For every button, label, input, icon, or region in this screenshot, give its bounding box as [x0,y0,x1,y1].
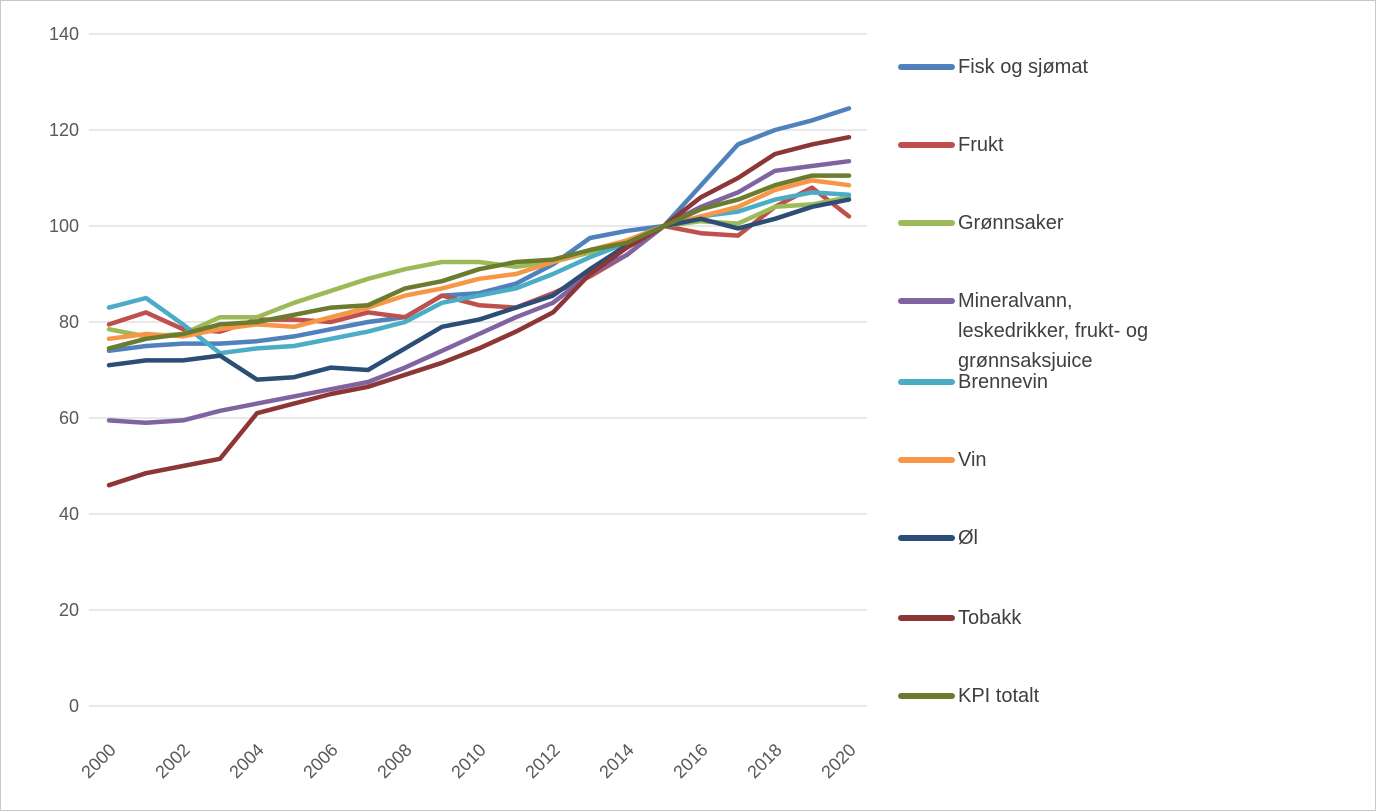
x-tick-label: 2020 [817,740,859,782]
legend-item-8: Tobakk [898,603,1188,633]
y-tick-label: 20 [59,600,79,620]
legend-item-2: Frukt [898,130,1188,160]
legend-swatch-icon [898,298,955,304]
gridlines [89,33,867,707]
series-line-frukt [106,185,852,334]
chart-legend: Fisk og sjømat Frukt Grønnsaker Mineralvann… [898,1,1198,810]
legend-item-7: Øl [898,523,1188,553]
y-tick-label: 60 [59,408,79,428]
legend-item-4: Mineralvann, leskedrikker, frukt- og grø… [898,286,1188,376]
legend-label: Tobakk [958,607,1022,629]
x-tick-label: 2004 [225,740,267,782]
legend-swatch-icon [898,615,955,621]
x-tick-label: 2014 [595,740,637,782]
series-line-grønnsaker [106,194,852,339]
series-line-øl [106,197,852,382]
series-line-vin [106,178,852,342]
x-tick-label: 2008 [373,740,415,782]
y-tick-label: 40 [59,504,79,524]
legend-item-1: Fisk og sjømat [898,52,1188,82]
legend-label: Fisk og sjømat [958,56,1089,78]
x-tick-label: 2012 [521,740,563,782]
legend-label: Mineralvann, leskedrikker, frukt- og grø… [958,290,1149,372]
series-line-fisk-og-sjømat [106,106,852,354]
legend-swatch-icon [898,64,955,70]
legend-item-3: Grønnsaker [898,208,1188,238]
legend-label: Grønnsaker [958,212,1064,234]
x-tick-label: 2016 [669,740,711,782]
y-tick-label: 140 [49,24,79,44]
legend-label: Øl [958,527,978,549]
legend-swatch-icon [898,535,955,541]
legend-item-6: Vin [898,445,1188,475]
x-tick-label: 2018 [743,740,785,782]
series-line-kpi-totalt [106,173,852,351]
y-axis-tick-labels: 0 20 40 60 80 100 120 140 [49,24,79,716]
series-line-tobakk [106,134,852,488]
legend-item-9: KPI totalt [898,681,1188,711]
legend-label: KPI totalt [958,685,1040,707]
series-lines [106,106,852,488]
y-tick-label: 100 [49,216,79,236]
legend-label: Brennevin [958,371,1049,393]
legend-label: Frukt [958,134,1004,156]
legend-swatch-icon [898,220,955,226]
y-tick-label: 120 [49,120,79,140]
legend-swatch-icon [898,142,955,148]
x-tick-label: 2006 [299,740,341,782]
x-tick-label: 2010 [447,740,489,782]
series-line-mineralvann-leskedrikker-frukt-og-grønnsaksjuice [106,158,852,426]
x-tick-label: 2002 [151,740,193,782]
x-tick-label: 2000 [77,740,119,782]
legend-swatch-icon [898,379,955,385]
legend-swatch-icon [898,457,955,463]
x-axis-tick-labels: 2000 2002 2004 2006 2008 2010 2012 2014 2016 2018… [77,740,859,782]
series-line-brennevin [106,190,852,356]
legend-item-5: Brennevin [898,367,1188,397]
legend-swatch-icon [898,693,955,699]
legend-label: Vin [958,449,987,471]
y-tick-label: 80 [59,312,79,332]
y-tick-label: 0 [69,696,79,716]
